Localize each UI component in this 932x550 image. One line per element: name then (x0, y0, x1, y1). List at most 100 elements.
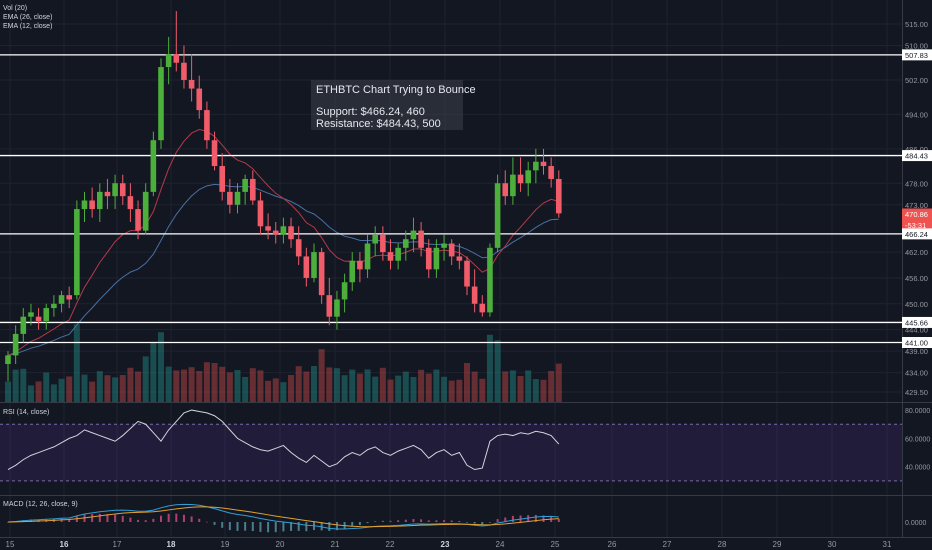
volume-bar (379, 367, 386, 402)
volume-bar (135, 371, 142, 402)
volume-bar (219, 366, 226, 402)
volume-bar (311, 366, 317, 402)
candle-body (219, 166, 225, 192)
annotation-resistance: Resistance: $484.43, 500 (316, 118, 441, 130)
macd-hist-bar (152, 518, 155, 522)
candle-body (158, 67, 164, 141)
volume-bar (395, 375, 402, 402)
volume-bar (448, 380, 455, 402)
candle-body (533, 161, 539, 171)
main-legend: Vol (20) EMA (26, close) EMA (12, close) (3, 4, 52, 31)
price-label-text: 445.66 (905, 318, 928, 327)
candle-body (326, 295, 333, 317)
price-tick-label: 486.00 (905, 145, 928, 154)
price-tick-label: 502.00 (905, 76, 928, 85)
price-label-text: -53:31 (905, 221, 926, 230)
candle-body (318, 252, 325, 296)
price-label-box (902, 49, 932, 61)
volume-bar (509, 370, 516, 402)
volume-bar (280, 382, 287, 402)
macd-hist-bar (320, 522, 323, 531)
volume-bar (425, 373, 432, 402)
macd-hist-bar (175, 513, 178, 522)
legend-ema12: EMA (12, close) (3, 23, 53, 30)
macd-hist-bar (511, 515, 514, 522)
macd-hist-bar (190, 516, 193, 522)
price-label-text: 466.24 (905, 230, 928, 239)
macd-hist-bar (91, 514, 94, 522)
macd-hist-bar (435, 520, 438, 522)
candle-body (372, 234, 378, 244)
volume-bar (119, 375, 126, 402)
price-label-text: 441.00 (905, 339, 928, 348)
macd-hist-bar (221, 522, 224, 528)
candle-body (58, 295, 65, 304)
candle-body (479, 303, 486, 313)
candle-body (288, 226, 294, 240)
price-tick-label: 462.00 (905, 248, 928, 257)
volume-bar (89, 381, 96, 402)
macd-hist-bar (137, 519, 140, 522)
annotation-box[interactable]: ETHBTC Chart Trying to Bounce Support: $… (311, 80, 476, 130)
time-tick-label: 30 (828, 540, 837, 549)
candle-body (341, 282, 348, 300)
volume-bar (295, 366, 302, 402)
volume-bar (27, 385, 34, 402)
macd-hist-bar (167, 513, 170, 522)
price-label-box (902, 219, 932, 231)
macd-hist-bar (29, 519, 32, 522)
volume-bar (349, 369, 356, 402)
macd-hist-bar (98, 513, 101, 522)
candle-body (265, 226, 271, 231)
volume-bar (333, 368, 340, 402)
time-tick-label: 18 (167, 540, 176, 549)
macd-hist-bar (420, 519, 423, 522)
volume-bar (341, 375, 348, 402)
candle-body (494, 183, 501, 248)
legend-ema26: EMA (26, close) (3, 14, 53, 21)
volume-bar (234, 370, 241, 402)
macd-hist-bar (427, 520, 430, 522)
candle-body (97, 191, 103, 210)
candle-body (81, 200, 88, 210)
price-label-box (902, 228, 932, 240)
price-axis: 515.00 510.00 502.00 494.00 486.00 478.00 473.… (902, 20, 932, 397)
candle-body (464, 260, 470, 287)
volume-bar (142, 356, 149, 402)
macd-hist-bar (129, 517, 132, 522)
macd-hist-bar (213, 522, 216, 525)
rsi-legend: RSI (14, close) (3, 409, 50, 416)
macd-hist-bar (244, 522, 247, 531)
candle-body (387, 252, 394, 261)
candle-body (51, 303, 57, 309)
macd-hist-bar (397, 520, 400, 522)
macd-hist-bar (7, 522, 9, 523)
candle-body (127, 196, 134, 210)
legend-vol: Vol (20) (3, 5, 28, 12)
rsi-line (7, 409, 560, 471)
macd-hist-bar (534, 514, 537, 522)
candle-body (295, 239, 302, 257)
candle-body (119, 183, 126, 197)
candle-body (28, 312, 34, 317)
time-tick-label: 25 (551, 540, 560, 549)
price-label-box (902, 208, 932, 220)
candle-body (181, 62, 187, 80)
volume-bar (150, 342, 157, 402)
candle-body (517, 174, 524, 184)
volume-bar (479, 378, 486, 402)
volume-bar (257, 370, 264, 402)
time-tick-label: 21 (331, 540, 340, 549)
candle-body (280, 226, 287, 235)
volume-bar (532, 379, 539, 402)
volume-bar (418, 369, 425, 402)
price-tick-label: 429.50 (905, 388, 928, 397)
volume-bar (66, 376, 73, 402)
macd-hist-bar (542, 515, 545, 522)
macd-hist-bar (251, 522, 254, 532)
time-tick-label: 29 (773, 540, 782, 549)
candle-body (135, 209, 141, 231)
macd-hist-bar (259, 522, 262, 532)
volume-bar (456, 379, 463, 402)
